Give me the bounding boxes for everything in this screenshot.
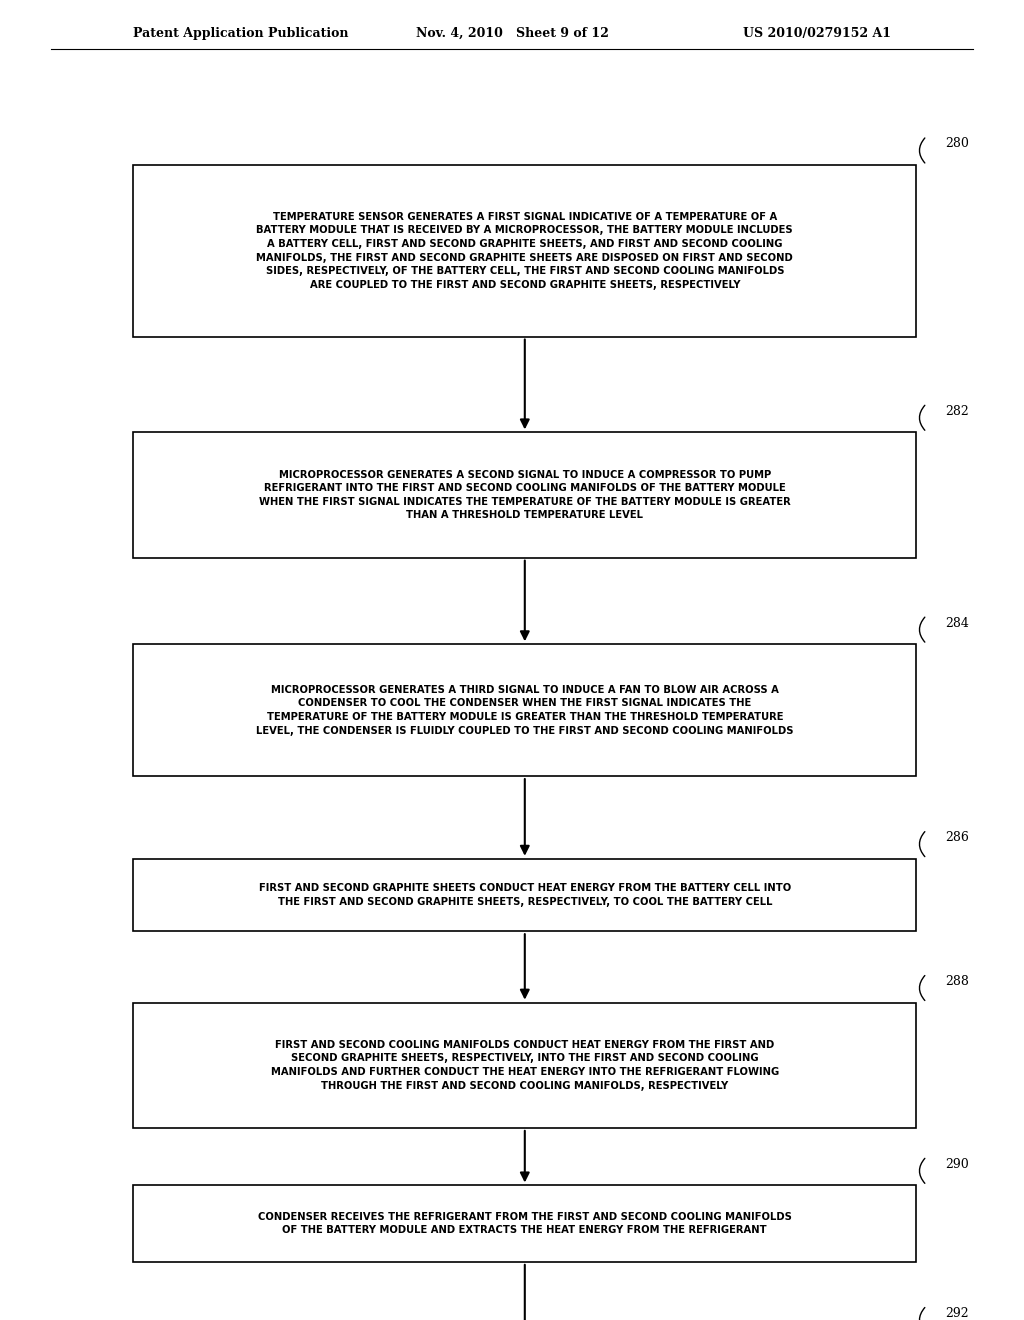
Text: 284: 284 <box>945 616 969 630</box>
FancyBboxPatch shape <box>133 165 916 337</box>
FancyBboxPatch shape <box>133 433 916 557</box>
Text: 286: 286 <box>945 832 969 843</box>
Text: MICROPROCESSOR GENERATES A THIRD SIGNAL TO INDUCE A FAN TO BLOW AIR ACROSS A
CON: MICROPROCESSOR GENERATES A THIRD SIGNAL … <box>256 685 794 735</box>
Text: 288: 288 <box>945 975 969 987</box>
Text: 282: 282 <box>945 405 969 417</box>
Text: TEMPERATURE SENSOR GENERATES A FIRST SIGNAL INDICATIVE OF A TEMPERATURE OF A
BAT: TEMPERATURE SENSOR GENERATES A FIRST SIG… <box>256 211 794 290</box>
FancyBboxPatch shape <box>133 644 916 776</box>
Text: Patent Application Publication: Patent Application Publication <box>133 26 348 40</box>
FancyBboxPatch shape <box>133 1003 916 1127</box>
FancyBboxPatch shape <box>133 859 916 932</box>
Text: CONDENSER RECEIVES THE REFRIGERANT FROM THE FIRST AND SECOND COOLING MANIFOLDS
O: CONDENSER RECEIVES THE REFRIGERANT FROM … <box>258 1212 792 1236</box>
Text: Nov. 4, 2010   Sheet 9 of 12: Nov. 4, 2010 Sheet 9 of 12 <box>416 26 608 40</box>
Text: 290: 290 <box>945 1158 969 1171</box>
Text: FIRST AND SECOND COOLING MANIFOLDS CONDUCT HEAT ENERGY FROM THE FIRST AND
SECOND: FIRST AND SECOND COOLING MANIFOLDS CONDU… <box>270 1040 779 1090</box>
Text: US 2010/0279152 A1: US 2010/0279152 A1 <box>742 26 891 40</box>
FancyBboxPatch shape <box>133 1185 916 1262</box>
Text: FIRST AND SECOND GRAPHITE SHEETS CONDUCT HEAT ENERGY FROM THE BATTERY CELL INTO
: FIRST AND SECOND GRAPHITE SHEETS CONDUCT… <box>259 883 791 907</box>
Text: MICROPROCESSOR GENERATES A SECOND SIGNAL TO INDUCE A COMPRESSOR TO PUMP
REFRIGER: MICROPROCESSOR GENERATES A SECOND SIGNAL… <box>259 470 791 520</box>
Text: 280: 280 <box>945 137 969 150</box>
Text: 292: 292 <box>945 1307 969 1320</box>
